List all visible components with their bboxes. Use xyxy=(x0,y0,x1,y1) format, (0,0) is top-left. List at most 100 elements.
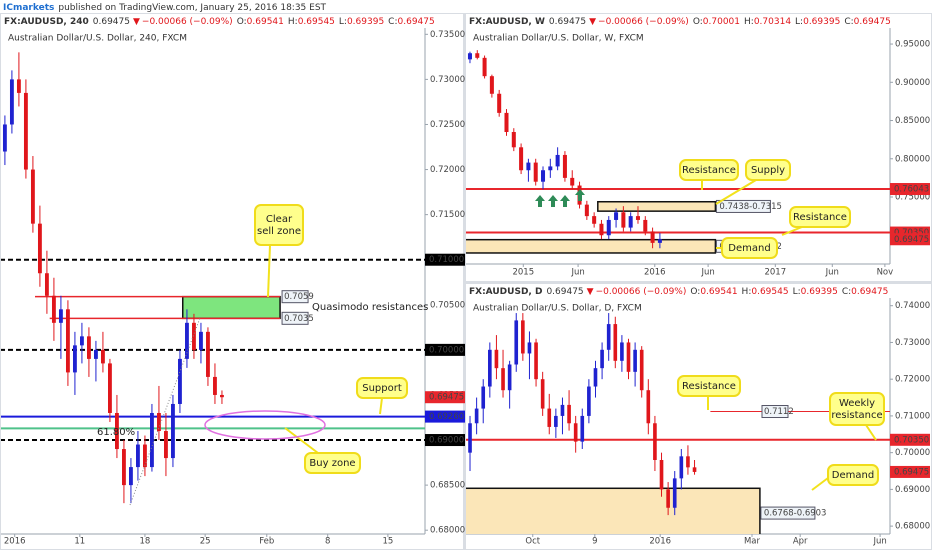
callout-text: Clear xyxy=(266,214,293,225)
axis-price-box xyxy=(425,434,465,447)
quote-label: O: xyxy=(693,17,703,27)
x-tick-label: Jun xyxy=(825,268,839,278)
callout-box xyxy=(721,237,778,259)
candle-body xyxy=(614,212,619,220)
symbol: FX:AUDUSD, W xyxy=(469,17,545,27)
candle-body xyxy=(16,79,21,93)
panel xyxy=(1,14,463,549)
zone-tag-box xyxy=(715,199,771,213)
candle-body xyxy=(467,53,472,60)
axis-price-box xyxy=(425,343,465,356)
candle-body xyxy=(621,212,626,228)
candle-body xyxy=(584,204,589,217)
candle-body xyxy=(628,216,633,228)
x-tick-label: 9 xyxy=(592,537,597,547)
candle-body xyxy=(122,449,126,486)
last-price-label: 0.69475 xyxy=(894,235,929,245)
quote-label: H: xyxy=(288,17,298,27)
candle-body xyxy=(692,467,697,472)
callout-text: Support xyxy=(362,383,402,394)
axis-price-box xyxy=(425,410,465,423)
candle-body xyxy=(136,444,140,468)
quote-value: 0.69545 xyxy=(751,287,788,297)
axis-price-box xyxy=(425,253,465,266)
quote-value: 0.69541 xyxy=(700,287,737,297)
level-tag-text: 0.7059 xyxy=(284,292,314,302)
candle-body xyxy=(570,177,575,186)
callout-box xyxy=(829,392,885,426)
y-tick-label: 0.73000 xyxy=(430,75,465,85)
candle-body xyxy=(534,342,538,380)
up-arrow xyxy=(548,195,558,207)
zone-tag: 0.6768-0.6903 xyxy=(760,506,826,520)
annotation: 61.80% xyxy=(97,427,135,438)
change: −0.00066 (−0.09%) xyxy=(142,17,233,27)
candle-body xyxy=(562,154,567,178)
candle-body xyxy=(548,166,553,171)
candle-body xyxy=(497,93,502,113)
zone-tag: 0.7438-0.7315 xyxy=(715,199,782,213)
candle-body xyxy=(129,467,133,486)
candle-body xyxy=(171,403,175,459)
candle-body xyxy=(613,324,618,361)
callout-text: resistance xyxy=(831,410,882,421)
quote-label: L: xyxy=(793,287,801,297)
callout-pointer xyxy=(379,397,383,415)
callout-box xyxy=(789,206,851,228)
x-tick-label: 2016 xyxy=(4,537,26,547)
level-tag-box xyxy=(281,290,309,304)
candle-body xyxy=(143,444,147,468)
axis-price-label: 0.69000 xyxy=(429,436,464,446)
last-price-label: 0.69475 xyxy=(894,467,929,477)
candle-body xyxy=(587,386,591,416)
candle-body xyxy=(100,349,105,364)
callout-text: Demand xyxy=(832,470,874,481)
axis-price-label: 0.70000 xyxy=(429,345,464,355)
y-tick-label: 0.85000 xyxy=(895,116,930,126)
callout-text: Demand xyxy=(728,243,770,254)
candle-body xyxy=(213,376,217,395)
candle-body xyxy=(653,423,657,460)
quote-value: 0.70001 xyxy=(703,17,740,27)
last-price-box xyxy=(890,233,930,246)
candle-body xyxy=(679,456,684,479)
callout-box xyxy=(677,375,741,397)
candle-body xyxy=(560,404,565,416)
candle-body xyxy=(519,147,524,171)
y-tick-label: 0.68000 xyxy=(430,526,465,536)
x-tick-label: 11 xyxy=(74,537,85,547)
publisher-line: ICmarkets published on TradingView.com, J… xyxy=(3,3,327,13)
candle-body xyxy=(30,169,35,224)
y-tick-label: 0.73500 xyxy=(430,30,465,40)
symbol: FX:AUDUSD, 240 xyxy=(4,17,89,27)
candle-body xyxy=(481,386,486,409)
candle-body xyxy=(72,345,77,373)
y-tick-label: 0.80000 xyxy=(895,154,930,164)
y-tick-label: 0.70500 xyxy=(430,300,465,310)
axis-price-box xyxy=(890,183,930,196)
candle-body xyxy=(86,336,91,359)
candle-body xyxy=(58,309,63,323)
y-tick-label: 0.68500 xyxy=(430,481,465,491)
publisher-bar xyxy=(0,0,932,13)
last-price-box xyxy=(890,465,930,478)
chart-title: Australian Dollar/U.S. Dollar, D, FXCM xyxy=(473,304,642,314)
axis-price-label: 0.70350 xyxy=(894,435,929,445)
candle-body xyxy=(540,379,545,409)
callout-box xyxy=(827,464,879,486)
decorations xyxy=(129,189,585,506)
panel xyxy=(466,14,931,281)
candle-body xyxy=(150,412,154,468)
quote-label: L: xyxy=(795,17,803,27)
candle-body xyxy=(468,423,472,453)
candle-body xyxy=(9,79,14,125)
x-tick-label: Jun xyxy=(872,537,886,547)
callout-pointer xyxy=(781,226,803,236)
up-arrow xyxy=(575,189,585,201)
panel-header: FX:AUDUSD, W 0.69475 ▼ −0.00066 (−0.09%) O:0… xyxy=(469,17,891,27)
candle-body xyxy=(672,478,677,508)
quote-value: 0.69545 xyxy=(298,17,335,27)
y-tick-label: 0.90000 xyxy=(895,78,930,88)
candle-body xyxy=(115,412,119,450)
